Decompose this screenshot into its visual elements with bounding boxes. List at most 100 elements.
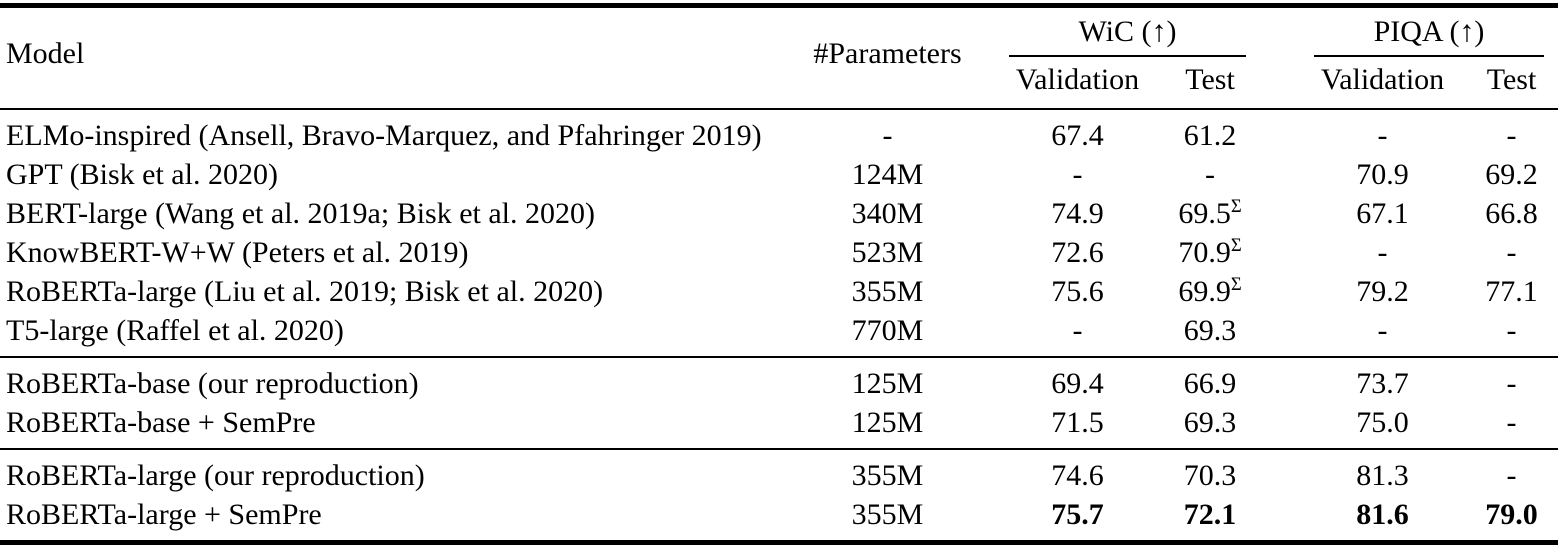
wic-test-cell: 72.1 [1160,495,1260,543]
model-cell: RoBERTa-large + SemPre [6,498,322,531]
table-row: RoBERTa-large (our reproduction) 355M 74.6… [0,448,1558,495]
header-sub-row: Validation Test Validation Test [0,57,1558,109]
table-row: BERT-large (Wang et al. 2019a; Bisk et a… [0,194,1558,233]
wic-test-cell: 66.9 [1160,356,1261,403]
column-gap [1260,108,1301,155]
cell-value: 340M [851,197,924,230]
wic-test-cell: 61.2 [1160,108,1261,155]
table-header: Model #Parameters WiC (↑) PIQA (↑) Valid… [0,6,1558,109]
cell-value: 77.1 [1485,275,1538,308]
piqa-validation-cell: 81.3 [1300,448,1466,495]
params-cell: 125M [780,356,995,403]
cell-value: 79.0 [1485,498,1538,531]
piqa-validation-cell: 81.6 [1300,495,1465,543]
wic-test-cell: 69.5Σ [1160,194,1260,233]
cell-value: - [1506,236,1517,269]
wic-validation-cell: - [995,311,1160,357]
piqa-group-rule: PIQA (↑) [1314,14,1545,57]
column-header-parameters: #Parameters [813,37,962,70]
wic-test-cell: 69.3 [1160,403,1260,449]
cell-value: 69.2 [1485,158,1538,191]
model-cell: T5-large (Raffel et al. 2020) [6,314,344,347]
table-body: ELMo-inspired (Ansell, Bravo-Marquez, an… [0,108,1558,543]
cell-value: - [1506,119,1517,152]
cell-value: 124M [851,158,924,191]
cell-value: 75.7 [1051,498,1104,531]
model-cell: RoBERTa-large (our reproduction) [0,448,780,495]
cell-value: 69.9 [1178,275,1231,308]
piqa-test-cell: - [1465,311,1558,357]
piqa-validation-cell: 67.1 [1300,194,1465,233]
cell-value: 71.5 [1051,406,1104,439]
cell-value: 66.9 [1183,367,1237,400]
piqa-validation-cell: - [1300,108,1466,155]
sigma-superscript: Σ [1230,196,1242,217]
cell-value: 66.8 [1485,197,1538,230]
header-group-row: Model #Parameters WiC (↑) PIQA (↑) [0,6,1558,70]
subheader-piqa-validation: Validation [1320,63,1445,96]
table-row: KnowBERT-W+W (Peters et al. 2019) 523M 72.… [0,233,1558,272]
model-cell: KnowBERT-W+W (Peters et al. 2019) [6,236,469,269]
piqa-test-cell: 77.1 [1465,272,1558,311]
cell-value: 69.5 [1178,197,1231,230]
cell-value: 69.3 [1183,314,1237,347]
wic-test-cell: 70.9Σ [1160,233,1260,272]
params-cell: 125M [780,403,995,449]
params-cell: 355M [780,448,995,495]
piqa-test-cell: - [1465,356,1558,403]
wic-group-label: WiC (↑) [1078,15,1177,48]
params-cell: 355M [780,272,995,311]
model-cell: RoBERTa-large (Liu et al. 2019; Bisk et … [6,275,604,308]
wic-validation-cell: 72.6 [995,233,1160,272]
column-gap [1260,448,1301,495]
piqa-test-cell: - [1465,108,1558,155]
cell-value: - [1506,314,1517,347]
cell-value: 67.1 [1356,197,1409,230]
cell-value: 61.2 [1183,119,1237,152]
wic-validation-cell: 74.6 [995,448,1160,495]
wic-validation-cell: - [995,155,1160,194]
params-cell: 523M [780,233,995,272]
cell-value: 355M [851,498,924,531]
cell-value: 81.3 [1356,459,1409,492]
cell-value: 70.9 [1178,236,1231,269]
wic-test-cell: - [1160,155,1260,194]
cell-value: 355M [851,459,924,492]
model-cell: BERT-large (Wang et al. 2019a; Bisk et a… [6,197,595,230]
cell-value: 74.9 [1051,197,1104,230]
column-gap [1260,233,1300,272]
params-cell: 770M [780,311,995,357]
group-header-wic: WiC (↑) [995,6,1260,57]
piqa-validation-cell: - [1300,311,1465,357]
table-row: RoBERTa-base + SemPre 125M 71.5 69.3 75.0 - [0,403,1558,449]
model-cell: ELMo-inspired (Ansell, Bravo-Marquez, an… [0,108,780,155]
cell-value: 70.3 [1183,459,1237,492]
wic-test-cell: 69.3 [1160,311,1260,357]
cell-value: - [1072,314,1083,347]
cell-value: - [882,119,893,152]
subheader-wic-test: Test [1185,63,1235,96]
piqa-test-cell: 79.0 [1465,495,1558,543]
cell-value: 73.7 [1356,367,1409,400]
cell-value: 72.6 [1051,236,1104,269]
piqa-validation-cell: - [1300,233,1465,272]
cell-value: 69.4 [1051,367,1104,400]
params-cell: 124M [780,155,995,194]
subheader-piqa-test: Test [1486,63,1537,96]
piqa-group-label: PIQA (↑) [1373,15,1485,48]
cell-value: 69.3 [1183,406,1237,439]
cell-value: 125M [851,367,924,400]
sigma-superscript: Σ [1230,235,1242,256]
column-gap [1260,194,1300,233]
cell-value: 75.0 [1356,406,1409,439]
column-gap [1260,272,1300,311]
column-gap [1260,311,1300,357]
piqa-validation-cell: 70.9 [1300,155,1465,194]
wic-validation-cell: 75.6 [995,272,1160,311]
piqa-test-cell: 66.8 [1465,194,1558,233]
piqa-validation-cell: 79.2 [1300,272,1465,311]
subheader-wic-validation: Validation [1015,63,1140,96]
cell-value: - [1506,459,1517,492]
cell-value: 79.2 [1356,275,1409,308]
cell-value: 75.6 [1051,275,1104,308]
